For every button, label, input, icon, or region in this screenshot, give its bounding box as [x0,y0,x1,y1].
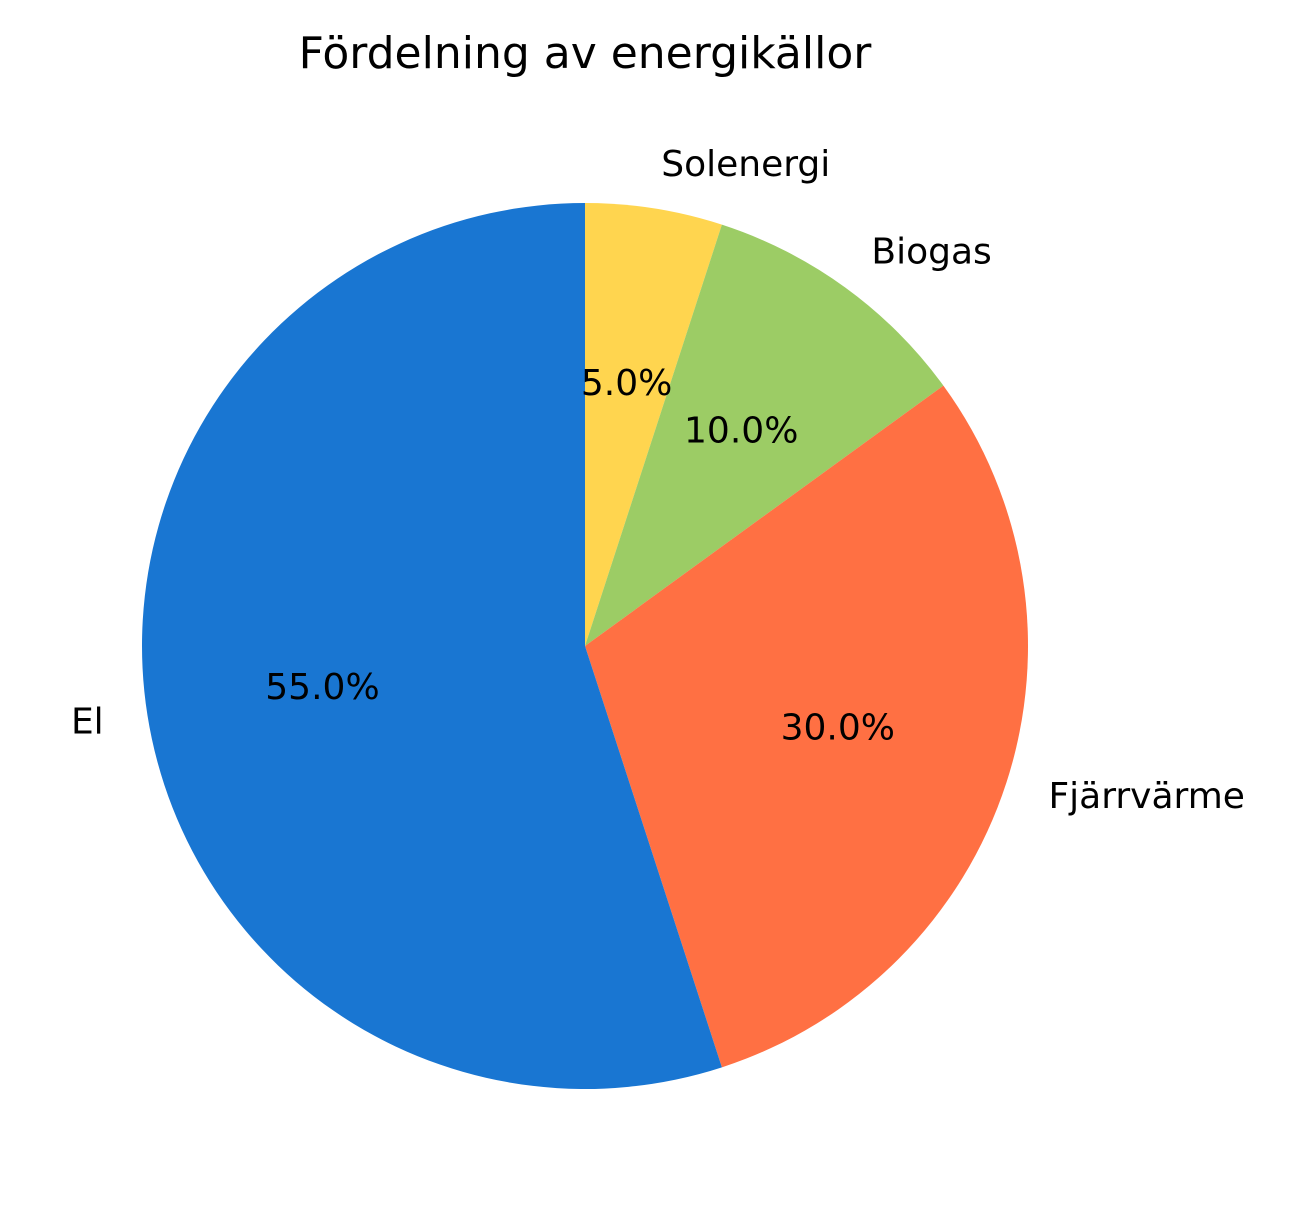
pie-labels: Solenergi 5.0% Biogas 10.0% Fjärrvärme 30.0% E… [71,144,1245,817]
pct-label-solenergi: 5.0% [581,363,672,404]
pie-slice-fjarrvarme [585,385,1028,1068]
pct-label-el: 55.0% [265,667,379,708]
pie-slices [142,203,1028,1089]
pie-slice-solenergi [585,203,722,646]
pct-label-biogas: 10.0% [684,410,798,451]
slice-label-el: El [71,702,104,743]
chart-title: Fördelning av energikällor [299,28,873,79]
slice-label-solenergi: Solenergi [661,144,830,185]
slice-label-biogas: Biogas [871,231,991,272]
pie-slice-el [142,203,722,1089]
pie-slice-biogas [585,224,944,646]
pct-label-fjarrvarme: 30.0% [781,708,895,749]
slice-label-fjarrvarme: Fjärrvärme [1048,776,1245,817]
